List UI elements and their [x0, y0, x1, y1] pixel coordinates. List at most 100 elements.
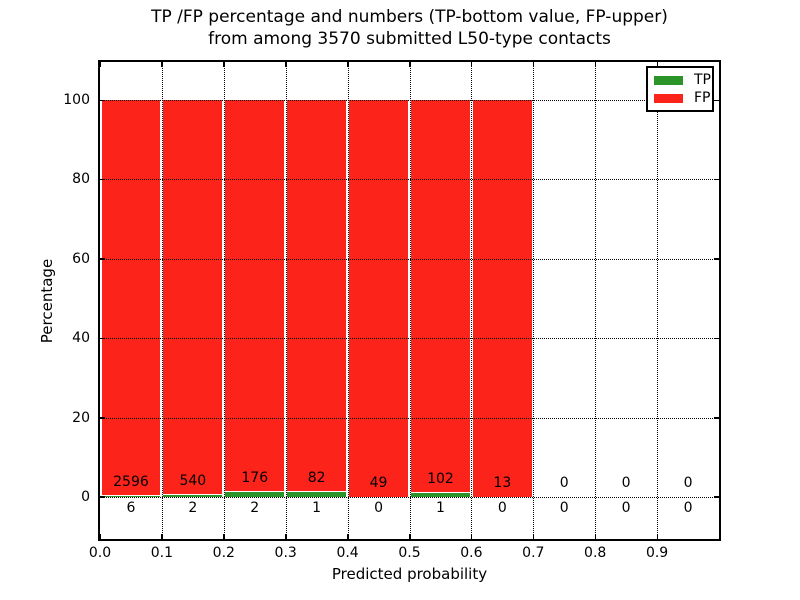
tp-count-label-0.9-1.0: 0: [683, 499, 693, 516]
x-tick-label-0.6: 0.6: [460, 545, 483, 561]
bar-tp-0.2-0.3: [225, 492, 285, 497]
legend: TP FP: [646, 66, 714, 112]
bar-fp-0.0-0.1: [101, 100, 161, 496]
gridline-x-0.9: [657, 62, 659, 539]
bar-fp-0.5-0.6: [411, 100, 470, 493]
tp-count-label-0.2-0.3: 2: [250, 499, 260, 516]
x-tick-bottom-0.9: [656, 534, 659, 539]
x-tick-top-0.3: [285, 62, 287, 67]
gridline-x-0.5: [409, 62, 411, 539]
y-tick-left-100: [100, 99, 105, 102]
y-tick-left-80: [100, 178, 105, 181]
tp-count-label-0.4-0.5: 0: [374, 499, 383, 516]
y-tick-label-100: 100: [63, 92, 90, 109]
y-tick-right-20: [714, 417, 719, 419]
x-tick-top-0.2: [223, 62, 225, 67]
x-tick-bottom-0.8: [594, 534, 597, 539]
chart-title-line1: TP /FP percentage and numbers (TP-bottom…: [151, 7, 668, 27]
x-tick-top-0.7: [532, 62, 535, 67]
x-tick-bottom-0.5: [409, 534, 411, 539]
x-tick-label-0.7: 0.7: [522, 545, 545, 561]
fp-count-label-0.4-0.5: 49: [369, 474, 388, 491]
bar-fp-0.4-0.5: [349, 100, 408, 497]
y-tick-label-0: 0: [81, 488, 90, 505]
bar-fp-0.1-0.2: [163, 100, 223, 495]
y-tick-left-40: [100, 337, 105, 340]
tp-count-label-0.8-0.9: 0: [621, 499, 631, 516]
y-tick-left-20: [100, 417, 105, 419]
fp-count-label-0.5-0.6: 102: [427, 471, 454, 488]
tp-count-label-0.0-0.1: 6: [126, 499, 136, 516]
x-tick-top-0.5: [409, 62, 411, 67]
bar-tp-0.0-0.1: [101, 496, 161, 497]
tp-count-label-0.7-0.8: 0: [559, 499, 569, 516]
gridline-x-0.2: [223, 62, 225, 539]
tp-count-label-0.3-0.4: 1: [312, 499, 322, 516]
x-tick-bottom-0.0: [99, 534, 101, 539]
bar-tp-0.5-0.6: [411, 493, 470, 497]
x-tick-bottom-0.2: [223, 534, 225, 539]
x-tick-label-0.9: 0.9: [645, 545, 669, 561]
y-tick-right-100: [714, 99, 719, 102]
y-tick-label-80: 80: [72, 171, 90, 188]
gridline-x-0.3: [285, 62, 287, 539]
gridline-x-0.7: [533, 62, 535, 539]
gridline-x-0.6: [471, 62, 473, 539]
fp-count-label-0.1-0.2: 540: [179, 473, 207, 490]
x-tick-top-0.8: [594, 62, 597, 67]
y-axis-label: Percentage: [38, 258, 56, 344]
x-tick-top-0.4: [347, 62, 349, 67]
y-tick-right-60: [714, 258, 719, 260]
x-tick-bottom-0.7: [532, 534, 535, 539]
x-axis-label: Predicted probability: [331, 565, 488, 583]
y-tick-right-80: [714, 178, 719, 181]
x-tick-top-0.1: [161, 62, 163, 67]
chart-title-line2: from among 3570 submitted L50-type conta…: [208, 29, 611, 49]
tp-count-label-0.5-0.6: 1: [435, 499, 445, 516]
x-tick-bottom-0.4: [347, 534, 349, 539]
bar-tp-0.3-0.4: [287, 492, 347, 497]
y-tick-label-60: 60: [72, 250, 90, 267]
fp-swatch-icon: [654, 93, 683, 103]
bar-tp-0.1-0.2: [163, 495, 223, 497]
legend-label-tp: TP: [694, 72, 711, 88]
y-tick-right-0: [714, 496, 719, 498]
x-tick-label-0.0: 0.0: [88, 545, 112, 561]
fp-count-label-0.6-0.7: 13: [493, 474, 512, 491]
gridline-x-0.1: [161, 62, 163, 539]
x-tick-label-0.4: 0.4: [336, 545, 359, 561]
x-tick-top-0.6: [470, 62, 473, 67]
plot-frame: Predicted probability Percentage TP FP 0…: [38, 60, 721, 583]
chart-title: TP /FP percentage and numbers (TP-bottom…: [100, 6, 719, 50]
gridline-x-0.8: [595, 62, 597, 539]
bar-fp-0.2-0.3: [225, 100, 285, 492]
tp-count-label-0.6-0.7: 0: [497, 499, 507, 516]
plot-area: Predicted probability Percentage TP FP 0…: [38, 62, 719, 583]
fp-count-label-0.0-0.1: 2596: [113, 474, 149, 491]
fp-count-label-0.7-0.8: 0: [559, 474, 569, 491]
gridline-x-0.4: [347, 62, 349, 539]
x-tick-label-0.8: 0.8: [584, 545, 607, 561]
fp-count-label-0.3-0.4: 82: [307, 470, 326, 487]
tp-count-label-0.1-0.2: 2: [188, 499, 198, 516]
fp-count-label-0.8-0.9: 0: [621, 474, 631, 491]
legend-entry-tp: TP: [654, 73, 712, 87]
x-tick-label-0.5: 0.5: [398, 545, 421, 561]
x-tick-bottom-0.6: [470, 534, 473, 539]
fp-count-label-0.9-1.0: 0: [683, 474, 693, 491]
y-tick-left-60: [100, 258, 105, 260]
x-tick-bottom-0.3: [285, 534, 287, 539]
y-tick-left-0: [100, 496, 105, 498]
fp-count-label-0.2-0.3: 176: [241, 470, 269, 487]
x-tick-top-0.0: [99, 62, 101, 67]
y-tick-label-40: 40: [72, 330, 90, 347]
legend-label-fp: FP: [694, 90, 711, 106]
tp-swatch-icon: [654, 75, 683, 85]
x-tick-bottom-0.1: [161, 534, 163, 539]
bar-fp-0.3-0.4: [287, 100, 347, 492]
y-tick-right-40: [714, 337, 719, 340]
x-tick-label-0.3: 0.3: [274, 545, 297, 561]
x-tick-label-0.2: 0.2: [212, 545, 235, 561]
x-tick-label-0.1: 0.1: [150, 545, 174, 561]
